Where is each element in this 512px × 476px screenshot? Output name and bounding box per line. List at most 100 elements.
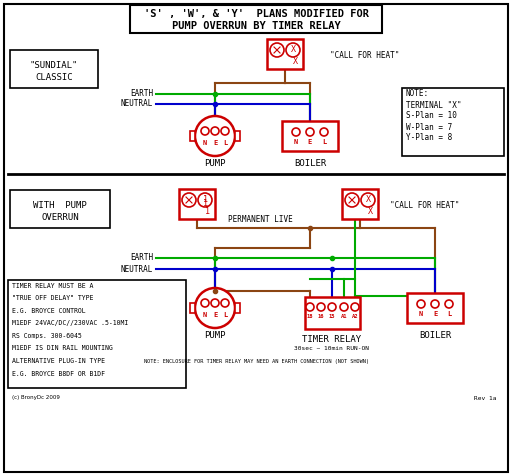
Text: EARTH: EARTH — [130, 254, 153, 262]
FancyBboxPatch shape — [179, 189, 215, 219]
Text: "SUNDIAL": "SUNDIAL" — [30, 61, 78, 70]
Text: S-Plan = 10: S-Plan = 10 — [406, 111, 457, 120]
Text: RS Comps. 300-6045: RS Comps. 300-6045 — [12, 333, 82, 339]
FancyBboxPatch shape — [130, 5, 382, 33]
Text: N: N — [294, 139, 298, 145]
Text: Rev 1a: Rev 1a — [474, 396, 496, 400]
Text: PUMP OVERRUN BY TIMER RELAY: PUMP OVERRUN BY TIMER RELAY — [172, 21, 340, 31]
Text: OVERRUN: OVERRUN — [41, 212, 79, 221]
Circle shape — [320, 128, 328, 136]
Text: E.G. BROYCE CONTROL: E.G. BROYCE CONTROL — [12, 308, 86, 314]
Text: TIMER RELAY: TIMER RELAY — [303, 336, 361, 345]
Text: "CALL FOR HEAT": "CALL FOR HEAT" — [390, 201, 459, 210]
Circle shape — [195, 116, 235, 156]
Text: L: L — [322, 139, 326, 145]
Text: NEUTRAL: NEUTRAL — [121, 265, 153, 274]
Circle shape — [195, 288, 235, 328]
Text: 1: 1 — [203, 196, 207, 205]
Text: WITH  PUMP: WITH PUMP — [33, 200, 87, 209]
Text: N: N — [203, 140, 207, 146]
Text: A1: A1 — [341, 315, 347, 319]
Text: PERMANENT LIVE: PERMANENT LIVE — [228, 216, 292, 225]
Text: W-Plan = 7: W-Plan = 7 — [406, 122, 452, 131]
Text: BOILER: BOILER — [419, 331, 451, 340]
Circle shape — [306, 303, 314, 311]
Circle shape — [211, 299, 219, 307]
FancyBboxPatch shape — [10, 190, 110, 228]
Circle shape — [292, 128, 300, 136]
FancyBboxPatch shape — [305, 297, 359, 329]
Text: 'S' , 'W', & 'Y'  PLANS MODIFIED FOR: 'S' , 'W', & 'Y' PLANS MODIFIED FOR — [143, 9, 369, 19]
Text: A2: A2 — [352, 315, 358, 319]
Text: 15: 15 — [329, 315, 335, 319]
Text: PUMP: PUMP — [204, 159, 226, 168]
FancyBboxPatch shape — [4, 4, 508, 472]
Circle shape — [328, 303, 336, 311]
Text: Y-Plan = 8: Y-Plan = 8 — [406, 133, 452, 142]
Circle shape — [345, 193, 359, 207]
Text: M1EDF 24VAC/DC//230VAC .5-10MI: M1EDF 24VAC/DC//230VAC .5-10MI — [12, 320, 128, 327]
Text: 18: 18 — [307, 315, 313, 319]
Text: PUMP: PUMP — [204, 331, 226, 340]
Text: E: E — [308, 139, 312, 145]
Text: 1: 1 — [204, 208, 209, 217]
Circle shape — [270, 43, 284, 57]
Text: ALTERNATIVE PLUG-IN TYPE: ALTERNATIVE PLUG-IN TYPE — [12, 358, 105, 364]
Text: L: L — [223, 312, 227, 318]
Text: L: L — [223, 140, 227, 146]
Text: TIMER RELAY MUST BE A: TIMER RELAY MUST BE A — [12, 283, 93, 289]
Text: 16: 16 — [318, 315, 324, 319]
Text: L: L — [447, 311, 451, 317]
Text: X: X — [290, 46, 295, 54]
Text: 1: 1 — [203, 199, 207, 208]
Text: E.G. BROYCE B8DF OR B1DF: E.G. BROYCE B8DF OR B1DF — [12, 370, 105, 377]
Text: NOTE: ENCLOSURE FOR TIMER RELAY MAY NEED AN EARTH CONNECTION (NOT SHOWN): NOTE: ENCLOSURE FOR TIMER RELAY MAY NEED… — [143, 358, 369, 364]
FancyBboxPatch shape — [235, 131, 240, 141]
Circle shape — [306, 128, 314, 136]
FancyBboxPatch shape — [235, 303, 240, 313]
Circle shape — [198, 193, 212, 207]
FancyBboxPatch shape — [190, 131, 195, 141]
Text: X: X — [368, 208, 373, 217]
Text: EARTH: EARTH — [130, 89, 153, 99]
Text: NOTE:: NOTE: — [406, 89, 429, 99]
Circle shape — [286, 43, 300, 57]
FancyBboxPatch shape — [402, 88, 504, 156]
Circle shape — [221, 299, 229, 307]
Circle shape — [201, 127, 209, 135]
FancyBboxPatch shape — [342, 189, 378, 219]
Circle shape — [351, 303, 359, 311]
FancyBboxPatch shape — [190, 303, 195, 313]
Text: E: E — [213, 312, 217, 318]
Text: N: N — [203, 312, 207, 318]
Text: (c) BronyDc 2009: (c) BronyDc 2009 — [12, 396, 60, 400]
Circle shape — [340, 303, 348, 311]
Text: "TRUE OFF DELAY" TYPE: "TRUE OFF DELAY" TYPE — [12, 296, 93, 301]
Text: "CALL FOR HEAT": "CALL FOR HEAT" — [330, 51, 399, 60]
Text: NEUTRAL: NEUTRAL — [121, 99, 153, 109]
Text: CLASSIC: CLASSIC — [35, 73, 73, 82]
Text: M1EDF IS DIN RAIL MOUNTING: M1EDF IS DIN RAIL MOUNTING — [12, 346, 113, 351]
Text: N: N — [419, 311, 423, 317]
Circle shape — [431, 300, 439, 308]
Circle shape — [361, 193, 375, 207]
Text: X: X — [366, 196, 371, 205]
Circle shape — [221, 127, 229, 135]
Text: BOILER: BOILER — [294, 159, 326, 168]
Text: E: E — [213, 140, 217, 146]
FancyBboxPatch shape — [407, 293, 463, 323]
Circle shape — [317, 303, 325, 311]
FancyBboxPatch shape — [10, 50, 98, 88]
Text: X: X — [292, 58, 297, 67]
Text: TERMINAL "X": TERMINAL "X" — [406, 100, 461, 109]
FancyBboxPatch shape — [267, 39, 303, 69]
FancyBboxPatch shape — [282, 120, 338, 151]
FancyBboxPatch shape — [8, 280, 186, 388]
Circle shape — [211, 127, 219, 135]
Circle shape — [201, 299, 209, 307]
Circle shape — [182, 193, 196, 207]
Text: E: E — [433, 311, 437, 317]
Circle shape — [445, 300, 453, 308]
Text: 30sec ~ 10min RUN-ON: 30sec ~ 10min RUN-ON — [294, 347, 370, 351]
Circle shape — [417, 300, 425, 308]
